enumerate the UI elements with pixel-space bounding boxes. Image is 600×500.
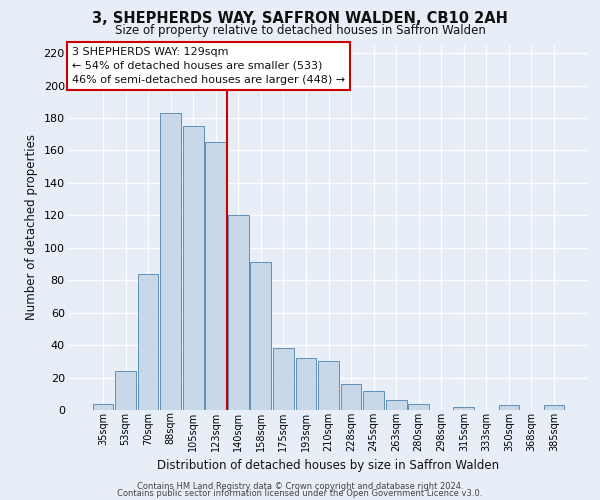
Bar [454,407,474,410]
Bar [205,142,226,410]
Text: Size of property relative to detached houses in Saffron Walden: Size of property relative to detached ho… [115,24,485,37]
Bar [363,390,384,410]
Text: 3 SHEPHERDS WAY: 129sqm
← 54% of detached houses are smaller (533)
46% of semi-d: 3 SHEPHERDS WAY: 129sqm ← 54% of detache… [71,47,345,85]
Bar [115,371,136,410]
Bar [499,405,520,410]
Y-axis label: Number of detached properties: Number of detached properties [25,134,38,320]
Text: Contains HM Land Registry data © Crown copyright and database right 2024.: Contains HM Land Registry data © Crown c… [137,482,463,491]
Bar [318,362,339,410]
Bar [160,113,181,410]
Text: Contains public sector information licensed under the Open Government Licence v3: Contains public sector information licen… [118,490,482,498]
Bar [544,405,565,410]
X-axis label: Distribution of detached houses by size in Saffron Walden: Distribution of detached houses by size … [157,459,500,472]
Bar [409,404,429,410]
Bar [250,262,271,410]
Bar [228,216,248,410]
Bar [183,126,203,410]
Bar [137,274,158,410]
Bar [92,404,113,410]
Bar [386,400,407,410]
Bar [273,348,294,410]
Bar [341,384,361,410]
Bar [296,358,316,410]
Text: 3, SHEPHERDS WAY, SAFFRON WALDEN, CB10 2AH: 3, SHEPHERDS WAY, SAFFRON WALDEN, CB10 2… [92,11,508,26]
